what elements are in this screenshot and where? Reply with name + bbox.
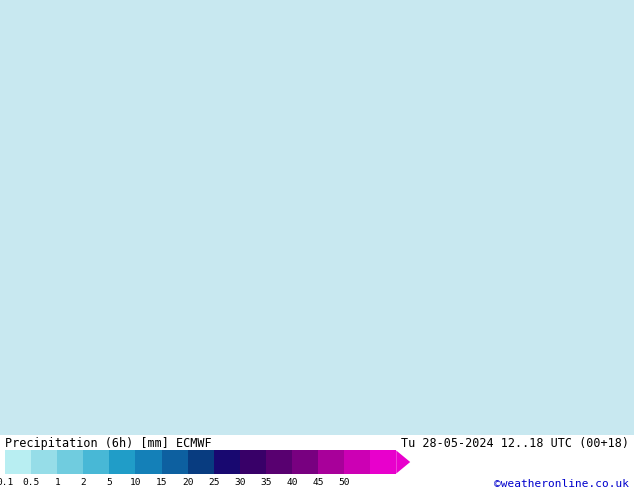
FancyBboxPatch shape [188, 450, 214, 473]
Text: 50: 50 [339, 478, 350, 487]
Text: Tu 28-05-2024 12..18 UTC (00+18): Tu 28-05-2024 12..18 UTC (00+18) [401, 437, 629, 450]
Text: 40: 40 [286, 478, 298, 487]
Text: 0.5: 0.5 [23, 478, 40, 487]
Text: 0.1: 0.1 [0, 478, 14, 487]
FancyBboxPatch shape [110, 450, 136, 473]
FancyBboxPatch shape [31, 450, 57, 473]
FancyBboxPatch shape [292, 450, 318, 473]
FancyBboxPatch shape [162, 450, 188, 473]
FancyBboxPatch shape [344, 450, 370, 473]
Polygon shape [396, 450, 410, 473]
Text: 1: 1 [55, 478, 60, 487]
FancyBboxPatch shape [214, 450, 240, 473]
FancyBboxPatch shape [266, 450, 292, 473]
FancyBboxPatch shape [318, 450, 344, 473]
Text: 20: 20 [182, 478, 193, 487]
FancyBboxPatch shape [136, 450, 162, 473]
FancyBboxPatch shape [240, 450, 266, 473]
Text: 10: 10 [130, 478, 141, 487]
Text: 45: 45 [313, 478, 324, 487]
Text: 15: 15 [156, 478, 167, 487]
Text: ©weatheronline.co.uk: ©weatheronline.co.uk [494, 479, 629, 489]
Text: 35: 35 [260, 478, 271, 487]
Text: Precipitation (6h) [mm] ECMWF: Precipitation (6h) [mm] ECMWF [5, 437, 212, 450]
FancyBboxPatch shape [83, 450, 110, 473]
FancyBboxPatch shape [370, 450, 396, 473]
FancyBboxPatch shape [5, 450, 31, 473]
Text: 5: 5 [107, 478, 112, 487]
Text: 25: 25 [208, 478, 219, 487]
Text: 30: 30 [234, 478, 245, 487]
FancyBboxPatch shape [57, 450, 83, 473]
Text: 2: 2 [81, 478, 86, 487]
